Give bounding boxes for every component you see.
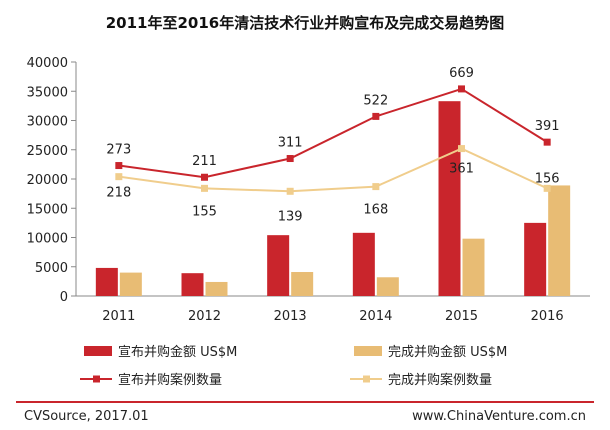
chart-title: 2011年至2016年清洁技术行业并购宣布及完成交易趋势图 — [106, 14, 505, 32]
data-label-announced-count: 522 — [363, 93, 388, 108]
point-announced-count — [458, 85, 465, 93]
legend-marker-announced-count — [93, 375, 100, 383]
y-tick-label: 35000 — [27, 85, 68, 100]
y-tick-label: 20000 — [27, 173, 68, 188]
y-tick-label: 40000 — [27, 56, 68, 71]
footer-site: www.ChinaVenture.com.cn — [412, 409, 586, 424]
bar-announced-amount — [95, 267, 118, 296]
x-tick-label: 2013 — [274, 309, 307, 324]
footer: CVSource, 2017.01 www.ChinaVenture.com.cn — [16, 401, 594, 424]
legend-label-announced-count: 宣布并购案例数量 — [118, 372, 222, 388]
x-tick-label: 2011 — [102, 309, 135, 324]
bar-announced-amount — [267, 235, 290, 296]
bars — [95, 101, 571, 296]
y-tick-label: 10000 — [27, 232, 68, 247]
bar-completed-amount — [376, 277, 399, 296]
data-label-announced-count: 273 — [106, 143, 131, 158]
point-announced-count — [201, 173, 208, 181]
bar-completed-amount — [548, 185, 571, 296]
axes: 0 5000 10000 15000 20000 25000 30000 35000 40000… — [27, 56, 590, 324]
y-tick-label: 15000 — [27, 202, 68, 217]
point-announced-count — [372, 112, 380, 120]
data-label-completed-count: 361 — [449, 162, 474, 177]
data-label-completed-count: 139 — [278, 209, 303, 224]
lines: 273 211 311 522 669 391 218 155 139 168 361 156 — [106, 66, 559, 224]
data-label-completed-count: 156 — [535, 171, 560, 186]
legend: 宣布并购金额 US$M 完成并购金额 US$M 宣布并购案例数量 完成并购案例数量 — [80, 344, 507, 388]
point-completed-count — [543, 184, 551, 192]
point-completed-count — [201, 184, 208, 192]
bar-completed-amount — [291, 272, 314, 296]
footer-source: CVSource, 2017.01 — [24, 409, 149, 424]
bar-announced-amount — [524, 222, 547, 296]
bar-announced-amount — [438, 101, 461, 296]
bar-announced-amount — [352, 232, 375, 296]
bar-completed-amount — [205, 281, 228, 296]
data-label-completed-count: 155 — [192, 204, 217, 219]
bar-completed-amount — [119, 272, 142, 296]
point-announced-count — [286, 155, 294, 163]
data-label-announced-count: 211 — [192, 154, 217, 169]
y-tick-label: 30000 — [27, 115, 68, 130]
y-tick-label: 25000 — [27, 144, 68, 159]
legend-label-completed-count: 完成并购案例数量 — [388, 372, 492, 388]
x-tick-label: 2014 — [359, 309, 392, 324]
point-announced-count — [543, 138, 551, 146]
legend-swatch-announced-amount — [84, 346, 112, 356]
point-completed-count — [458, 145, 465, 153]
data-label-completed-count: 168 — [363, 203, 388, 218]
data-label-announced-count: 391 — [535, 119, 560, 134]
line-completed-count — [118, 147, 548, 193]
legend-label-completed-amount: 完成并购金额 US$M — [388, 344, 507, 360]
bar-completed-amount — [462, 238, 485, 296]
y-tick-label: 0 — [60, 290, 68, 305]
bar-announced-amount — [181, 273, 204, 296]
x-tick-label: 2016 — [531, 309, 564, 324]
data-label-completed-count: 218 — [106, 186, 131, 201]
legend-marker-completed-count — [363, 375, 370, 383]
point-completed-count — [115, 173, 123, 181]
y-tick-label: 5000 — [35, 261, 68, 276]
point-announced-count — [115, 162, 123, 170]
x-tick-label: 2012 — [188, 309, 221, 324]
x-tick-label: 2015 — [445, 309, 478, 324]
data-label-announced-count: 311 — [278, 136, 303, 151]
legend-swatch-completed-amount — [354, 346, 382, 356]
point-completed-count — [372, 183, 380, 191]
legend-label-announced-amount: 宣布并购金额 US$M — [118, 344, 237, 360]
point-completed-count — [286, 187, 294, 195]
line-announced-count — [118, 87, 548, 179]
data-label-announced-count: 669 — [449, 66, 474, 81]
